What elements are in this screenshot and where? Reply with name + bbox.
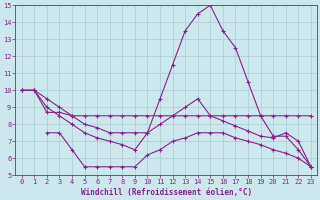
X-axis label: Windchill (Refroidissement éolien,°C): Windchill (Refroidissement éolien,°C) (81, 188, 252, 197)
